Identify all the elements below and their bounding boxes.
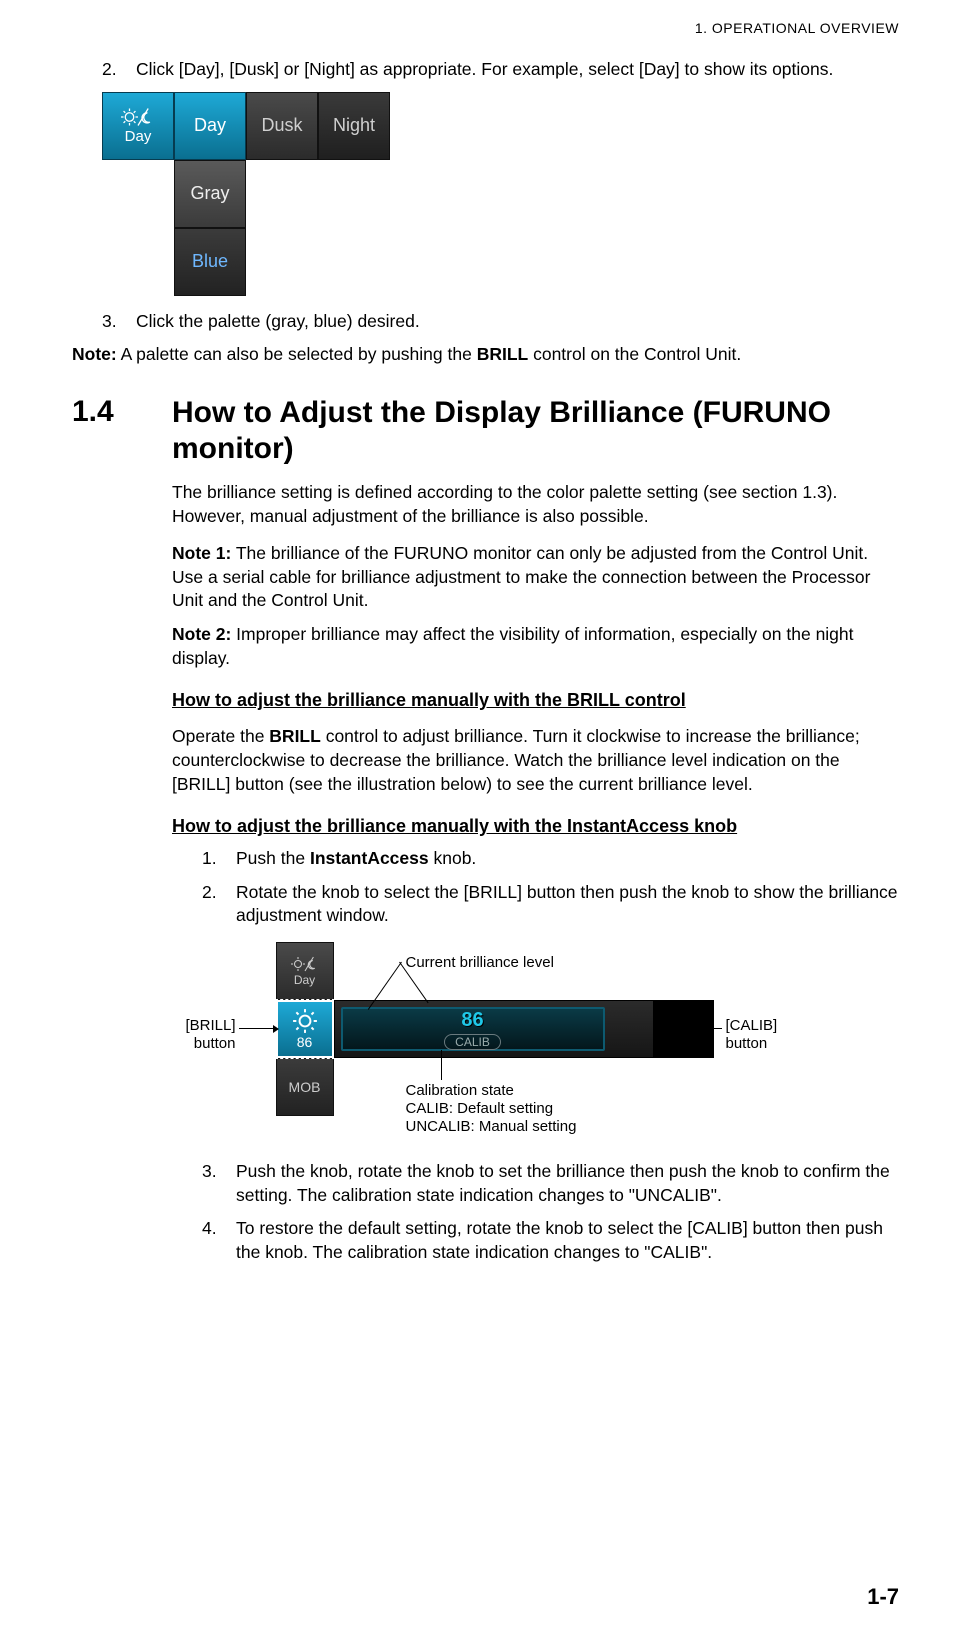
section-1-4: 1.4 How to Adjust the Display Brilliance… bbox=[72, 395, 899, 467]
step-3: 3. Click the palette (gray, blue) desire… bbox=[102, 310, 899, 334]
palette-row-3: Blue bbox=[174, 228, 899, 296]
brill-panel-inner: 86 CALIB bbox=[341, 1007, 605, 1051]
ia-step-4-number: 4. bbox=[202, 1217, 236, 1264]
palette-row-2: Gray bbox=[174, 160, 899, 228]
ia-step-1-pre: Push the bbox=[236, 848, 310, 868]
figure-palette-selector: Day Day Dusk Night Gray Blue bbox=[102, 92, 899, 296]
ia-step-3-text: Push the knob, rotate the knob to set th… bbox=[236, 1160, 899, 1207]
annotation-calib-button: [CALIB] button bbox=[726, 1017, 778, 1053]
ia-step-2: 2. Rotate the knob to select the [BRILL]… bbox=[202, 881, 899, 928]
annotation-brill-button: [BRILL] button bbox=[176, 1017, 236, 1053]
mode-tile-day[interactable]: Day bbox=[102, 92, 174, 160]
sun-moon-icon bbox=[121, 106, 155, 128]
palette-row-1: Day Day Dusk Night bbox=[102, 92, 899, 160]
tab-day[interactable]: Day bbox=[174, 92, 246, 160]
figure-brill-inner: Day 86 MOB bbox=[181, 942, 791, 1152]
ia-step-2-number: 2. bbox=[202, 881, 236, 928]
note-palette: Note: A palette can also be selected by … bbox=[72, 343, 899, 367]
annotation-current-level: Current brilliance level bbox=[406, 954, 554, 972]
stack-tile-mob[interactable]: MOB bbox=[276, 1058, 334, 1116]
para-intro: The brilliance setting is defined accord… bbox=[172, 481, 899, 528]
note-1-text: The brilliance of the FURUNO monitor can… bbox=[172, 543, 870, 610]
ia-step-3-number: 3. bbox=[202, 1160, 236, 1207]
ia-step-3: 3. Push the knob, rotate the knob to set… bbox=[202, 1160, 899, 1207]
note-1: Note 1: The brilliance of the FURUNO mon… bbox=[172, 542, 899, 613]
brill-button[interactable]: 86 bbox=[276, 1000, 334, 1058]
annotation-line bbox=[441, 1050, 442, 1080]
annotation-cal-l1: Calibration state bbox=[406, 1082, 577, 1100]
page-number: 1-7 bbox=[867, 1584, 899, 1610]
para-brill-control: Operate the BRILL control to adjust bril… bbox=[172, 725, 899, 796]
step-2: 2. Click [Day], [Dusk] or [Night] as app… bbox=[102, 58, 899, 82]
annotation-line bbox=[239, 1028, 273, 1029]
note-brill-bold: BRILL bbox=[477, 344, 529, 364]
ia-step-1-post: knob. bbox=[429, 848, 477, 868]
ia-step-4-text: To restore the default setting, rotate t… bbox=[236, 1217, 899, 1264]
tab-dusk[interactable]: Dusk bbox=[246, 92, 318, 160]
note-2-label: Note 2: bbox=[172, 624, 231, 644]
annotation-cal-l2: CALIB: Default setting bbox=[406, 1100, 577, 1118]
annotation-cal-l3: UNCALIB: Manual setting bbox=[406, 1118, 577, 1136]
running-header: 1. OPERATIONAL OVERVIEW bbox=[72, 20, 899, 36]
ia-step-1-text: Push the InstantAccess knob. bbox=[236, 847, 899, 871]
palette-gray[interactable]: Gray bbox=[174, 160, 246, 228]
para-brill-bold: BRILL bbox=[269, 726, 321, 746]
section-number: 1.4 bbox=[72, 395, 172, 429]
step-2-text: Click [Day], [Dusk] or [Night] as approp… bbox=[136, 58, 899, 82]
ia-step-1-bold: InstantAccess bbox=[310, 848, 429, 868]
ia-step-2-text: Rotate the knob to select the [BRILL] bu… bbox=[236, 881, 899, 928]
ia-step-1-number: 1. bbox=[202, 847, 236, 871]
note-text-pre: A palette can also be selected by pushin… bbox=[117, 344, 477, 364]
note-1-label: Note 1: bbox=[172, 543, 231, 563]
uhead-brill-control: How to adjust the brilliance manually wi… bbox=[172, 690, 899, 711]
page: 1. OPERATIONAL OVERVIEW 2. Click [Day], … bbox=[0, 0, 971, 1640]
sun-icon bbox=[292, 1008, 318, 1034]
para-brill-pre: Operate the bbox=[172, 726, 269, 746]
step-3-number: 3. bbox=[102, 310, 136, 334]
mode-stack: Day 86 MOB bbox=[276, 942, 334, 1116]
brill-panel: 86 CALIB bbox=[334, 1000, 654, 1058]
panel-calib-state: CALIB bbox=[444, 1034, 501, 1050]
palette-blue[interactable]: Blue bbox=[174, 228, 246, 296]
tab-night[interactable]: Night bbox=[318, 92, 390, 160]
note-label: Note: bbox=[72, 344, 117, 364]
note-2: Note 2: Improper brilliance may affect t… bbox=[172, 623, 899, 670]
stack-day-label: Day bbox=[294, 973, 315, 987]
ia-step-4: 4. To restore the default setting, rotat… bbox=[202, 1217, 899, 1264]
annotation-cal-state: Calibration state CALIB: Default setting… bbox=[406, 1082, 577, 1136]
note-text-post: control on the Control Unit. bbox=[528, 344, 741, 364]
uhead-instantaccess: How to adjust the brilliance manually wi… bbox=[172, 816, 899, 837]
annotation-line bbox=[686, 1028, 722, 1029]
ia-step-1: 1. Push the InstantAccess knob. bbox=[202, 847, 899, 871]
mode-tile-day-label: Day bbox=[125, 128, 152, 145]
note-2-text: Improper brilliance may affect the visib… bbox=[172, 624, 854, 668]
brill-button-value: 86 bbox=[297, 1034, 313, 1050]
step-2-number: 2. bbox=[102, 58, 136, 82]
stack-tile-day[interactable]: Day bbox=[276, 942, 334, 1000]
sun-moon-icon bbox=[291, 955, 319, 973]
section-title: How to Adjust the Display Brilliance (FU… bbox=[172, 395, 899, 467]
panel-brilliance-value: 86 bbox=[461, 1009, 483, 1032]
step-3-text: Click the palette (gray, blue) desired. bbox=[136, 310, 899, 334]
figure-brill-window: Day 86 MOB bbox=[72, 942, 899, 1152]
